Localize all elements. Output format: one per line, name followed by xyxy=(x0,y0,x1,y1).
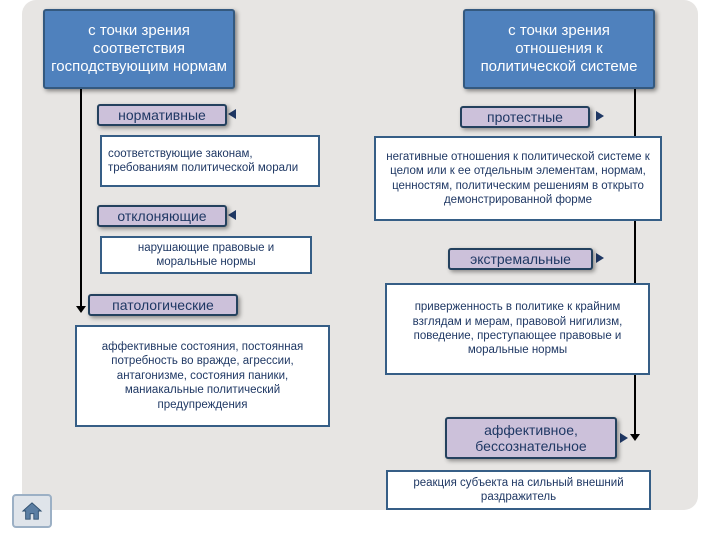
left-desc-2-text: нарушающие правовые и моральные нормы xyxy=(108,241,304,270)
left-sub-2: отклоняющие xyxy=(97,205,227,227)
right-subarrow-2 xyxy=(596,253,604,263)
right-desc-2-text: приверженность в политике к крайним взгл… xyxy=(393,300,642,358)
right-connector-arrowhead xyxy=(630,434,640,441)
home-button[interactable] xyxy=(12,494,52,528)
right-sub-2: экстремальные xyxy=(448,248,593,270)
left-header: с точки зрения соответствия господствующ… xyxy=(43,9,235,89)
left-header-text: с точки зрения соответствия господствующ… xyxy=(49,22,229,76)
right-header-text: с точки зрения отношения к политической … xyxy=(469,22,649,76)
right-subarrow-1 xyxy=(596,111,604,121)
left-sub-2-label: отклоняющие xyxy=(117,208,206,224)
home-icon xyxy=(21,501,43,521)
right-header: с точки зрения отношения к политической … xyxy=(463,9,655,89)
left-desc-3: аффективные состояния, постоянная потреб… xyxy=(75,325,330,427)
left-desc-1-text: соответствующие законам, требованиям пол… xyxy=(108,147,312,176)
right-desc-3: реакция субъекта на сильный внешний разд… xyxy=(386,470,651,510)
right-desc-3-text: реакция субъекта на сильный внешний разд… xyxy=(394,476,643,505)
left-subarrow-1 xyxy=(228,109,236,119)
left-desc-3-text: аффективные состояния, постоянная потреб… xyxy=(83,340,322,412)
left-connector-line xyxy=(80,88,82,306)
left-sub-1-label: нормативные xyxy=(118,107,206,123)
left-sub-3-label: патологические xyxy=(112,297,214,313)
left-desc-1: соответствующие законам, требованиям пол… xyxy=(100,135,320,187)
right-sub-1-label: протестные xyxy=(487,109,563,125)
left-sub-1: нормативные xyxy=(97,104,227,126)
left-connector-arrowhead xyxy=(76,306,86,313)
left-desc-2: нарушающие правовые и моральные нормы xyxy=(100,236,312,274)
left-sub-3: патологические xyxy=(88,294,238,316)
right-sub-2-label: экстремальные xyxy=(470,251,571,267)
left-subarrow-2 xyxy=(228,210,236,220)
right-subarrow-3 xyxy=(620,433,628,443)
right-desc-2: приверженность в политике к крайним взгл… xyxy=(385,283,650,375)
right-sub-1: протестные xyxy=(460,106,590,128)
right-sub-3-label: аффективное, бессознательное xyxy=(451,422,611,454)
right-desc-1-text: негативные отношения к политической сист… xyxy=(382,150,654,208)
diagram-canvas: с точки зрения соответствия господствующ… xyxy=(0,0,720,540)
right-sub-3: аффективное, бессознательное xyxy=(445,417,617,459)
right-desc-1: негативные отношения к политической сист… xyxy=(374,136,662,221)
